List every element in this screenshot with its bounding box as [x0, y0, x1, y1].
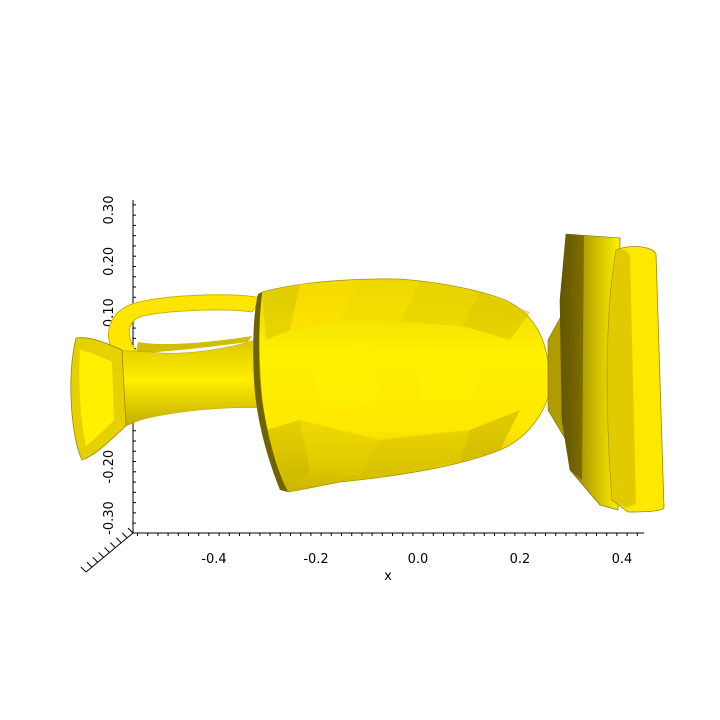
handle-shadow — [136, 336, 252, 353]
x-tick-labels: -0.4 -0.2 0.0 0.2 0.4 — [201, 552, 632, 567]
y-tick — [86, 561, 93, 568]
y-tick — [80, 566, 87, 573]
x-axis-ticks — [137, 533, 638, 536]
x-tick-label: 0.0 — [408, 552, 429, 567]
y-tick — [92, 556, 99, 563]
x-tick-label: 0.2 — [510, 552, 531, 567]
y-tick — [110, 542, 116, 548]
y-tick — [127, 527, 134, 534]
z-tick-label: -0.20 — [102, 450, 117, 484]
body-facets — [262, 280, 530, 492]
y-tick — [104, 547, 110, 553]
neck — [107, 337, 267, 433]
y-tick — [121, 532, 128, 539]
x-tick-label: -0.4 — [201, 552, 226, 567]
x-tick-label: 0.4 — [612, 552, 633, 567]
base-face-shade — [607, 249, 636, 508]
z-tick-label: 0.20 — [102, 247, 117, 276]
base-side-dark — [560, 234, 584, 480]
amphora-surface — [70, 233, 665, 513]
x-tick-label: -0.2 — [303, 552, 328, 567]
y-tick — [98, 552, 104, 558]
y-axis-ticks — [80, 527, 134, 573]
z-tick-label: -0.30 — [102, 501, 117, 535]
z-tick-label: 0.30 — [102, 196, 117, 225]
x-axis-label: x — [384, 569, 392, 584]
axes: -0.4 -0.2 0.0 0.2 0.4 0.300.200.10-0.20-0.30… — [80, 196, 644, 584]
y-tick — [115, 537, 122, 544]
rim-highlight — [79, 350, 114, 446]
body-seam — [253, 292, 288, 492]
z-tick-labels: 0.300.200.10-0.20-0.30 — [102, 196, 117, 535]
